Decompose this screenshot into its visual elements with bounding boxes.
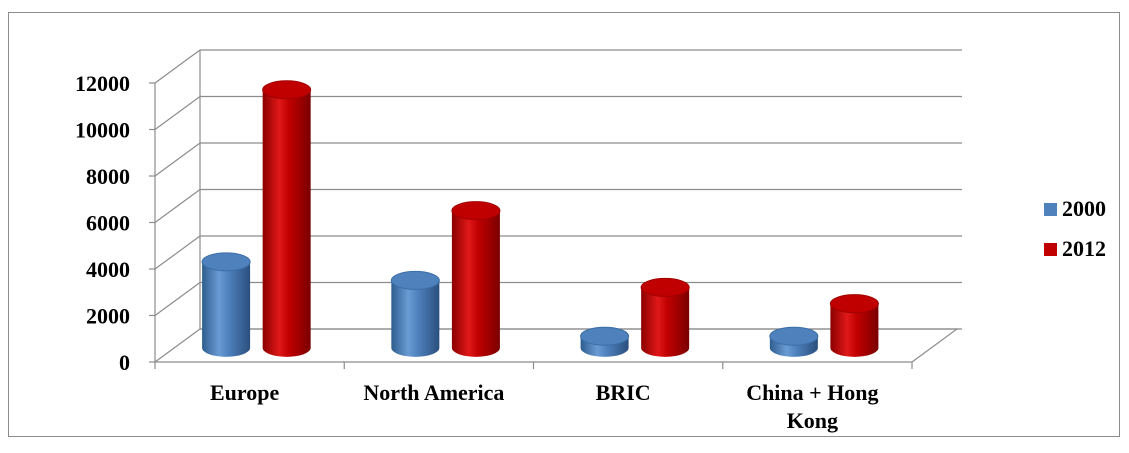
x-category-label: BRIC bbox=[596, 380, 651, 405]
gridline-side bbox=[154, 235, 201, 270]
y-tick-label: 4000 bbox=[86, 257, 130, 282]
gridline-side bbox=[154, 189, 201, 223]
y-axis-tick-labels: 0 2000 4000 6000 8000 10000 12000 bbox=[75, 71, 130, 375]
bars bbox=[201, 80, 879, 357]
gridline-side bbox=[154, 49, 201, 84]
gridline-side bbox=[154, 328, 201, 363]
bar-2000-bric bbox=[580, 326, 630, 357]
y-tick-label: 2000 bbox=[86, 304, 130, 329]
bar-2000-north-america bbox=[390, 270, 440, 357]
legend-label-2012: 2012 bbox=[1062, 236, 1106, 261]
bar-2012-north-america bbox=[451, 201, 501, 357]
y-tick-label: 10000 bbox=[75, 118, 130, 143]
bar-2012-china-hong-kong bbox=[829, 294, 879, 357]
x-category-label: China + Hong Kong bbox=[746, 380, 878, 433]
legend: 2000 2012 bbox=[1044, 196, 1106, 261]
y-tick-label: 12000 bbox=[75, 71, 130, 96]
x-category-label: North America bbox=[363, 380, 504, 405]
chart-frame bbox=[8, 12, 1120, 437]
bar-2000-china-hong-kong bbox=[769, 326, 819, 357]
bar-2012-europe bbox=[262, 80, 312, 357]
gridline-side bbox=[154, 96, 201, 130]
x-category-label: Europe bbox=[210, 380, 280, 405]
y-tick-label: 8000 bbox=[86, 164, 130, 189]
legend-swatch-2000 bbox=[1044, 203, 1057, 216]
axes bbox=[149, 50, 959, 369]
bar-2012-bric bbox=[640, 277, 690, 357]
legend-label-2000: 2000 bbox=[1062, 196, 1106, 221]
bar-2000-europe bbox=[201, 252, 251, 357]
gridline-side bbox=[154, 142, 201, 177]
legend-swatch-2012 bbox=[1044, 243, 1057, 256]
y-tick-label: 6000 bbox=[86, 211, 130, 236]
gridline-side bbox=[154, 282, 201, 316]
x-axis-category-labels: Europe North America BRIC China + Hong Kong bbox=[210, 380, 879, 433]
y-tick-label: 0 bbox=[119, 350, 130, 375]
